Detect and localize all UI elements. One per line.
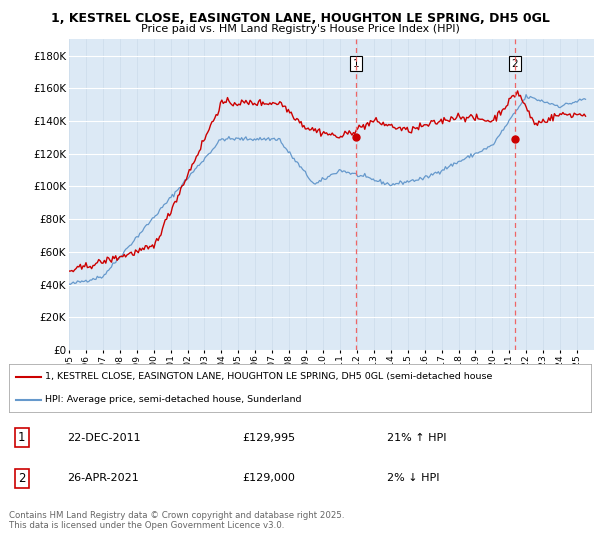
Text: 1: 1 xyxy=(353,59,360,69)
Text: 22-DEC-2011: 22-DEC-2011 xyxy=(67,433,141,443)
Text: HPI: Average price, semi-detached house, Sunderland: HPI: Average price, semi-detached house,… xyxy=(45,395,302,404)
Text: 1, KESTREL CLOSE, EASINGTON LANE, HOUGHTON LE SPRING, DH5 0GL: 1, KESTREL CLOSE, EASINGTON LANE, HOUGHT… xyxy=(50,12,550,25)
Text: £129,000: £129,000 xyxy=(242,473,295,483)
Text: Price paid vs. HM Land Registry's House Price Index (HPI): Price paid vs. HM Land Registry's House … xyxy=(140,24,460,34)
Text: 1: 1 xyxy=(18,431,26,444)
Text: 2: 2 xyxy=(18,472,26,484)
Text: 26-APR-2021: 26-APR-2021 xyxy=(67,473,139,483)
Text: 2% ↓ HPI: 2% ↓ HPI xyxy=(388,473,440,483)
Text: £129,995: £129,995 xyxy=(242,433,295,443)
Text: 2: 2 xyxy=(511,59,518,69)
Text: 1, KESTREL CLOSE, EASINGTON LANE, HOUGHTON LE SPRING, DH5 0GL (semi-detached hou: 1, KESTREL CLOSE, EASINGTON LANE, HOUGHT… xyxy=(45,372,493,381)
Text: 21% ↑ HPI: 21% ↑ HPI xyxy=(388,433,447,443)
Text: Contains HM Land Registry data © Crown copyright and database right 2025.
This d: Contains HM Land Registry data © Crown c… xyxy=(9,511,344,530)
